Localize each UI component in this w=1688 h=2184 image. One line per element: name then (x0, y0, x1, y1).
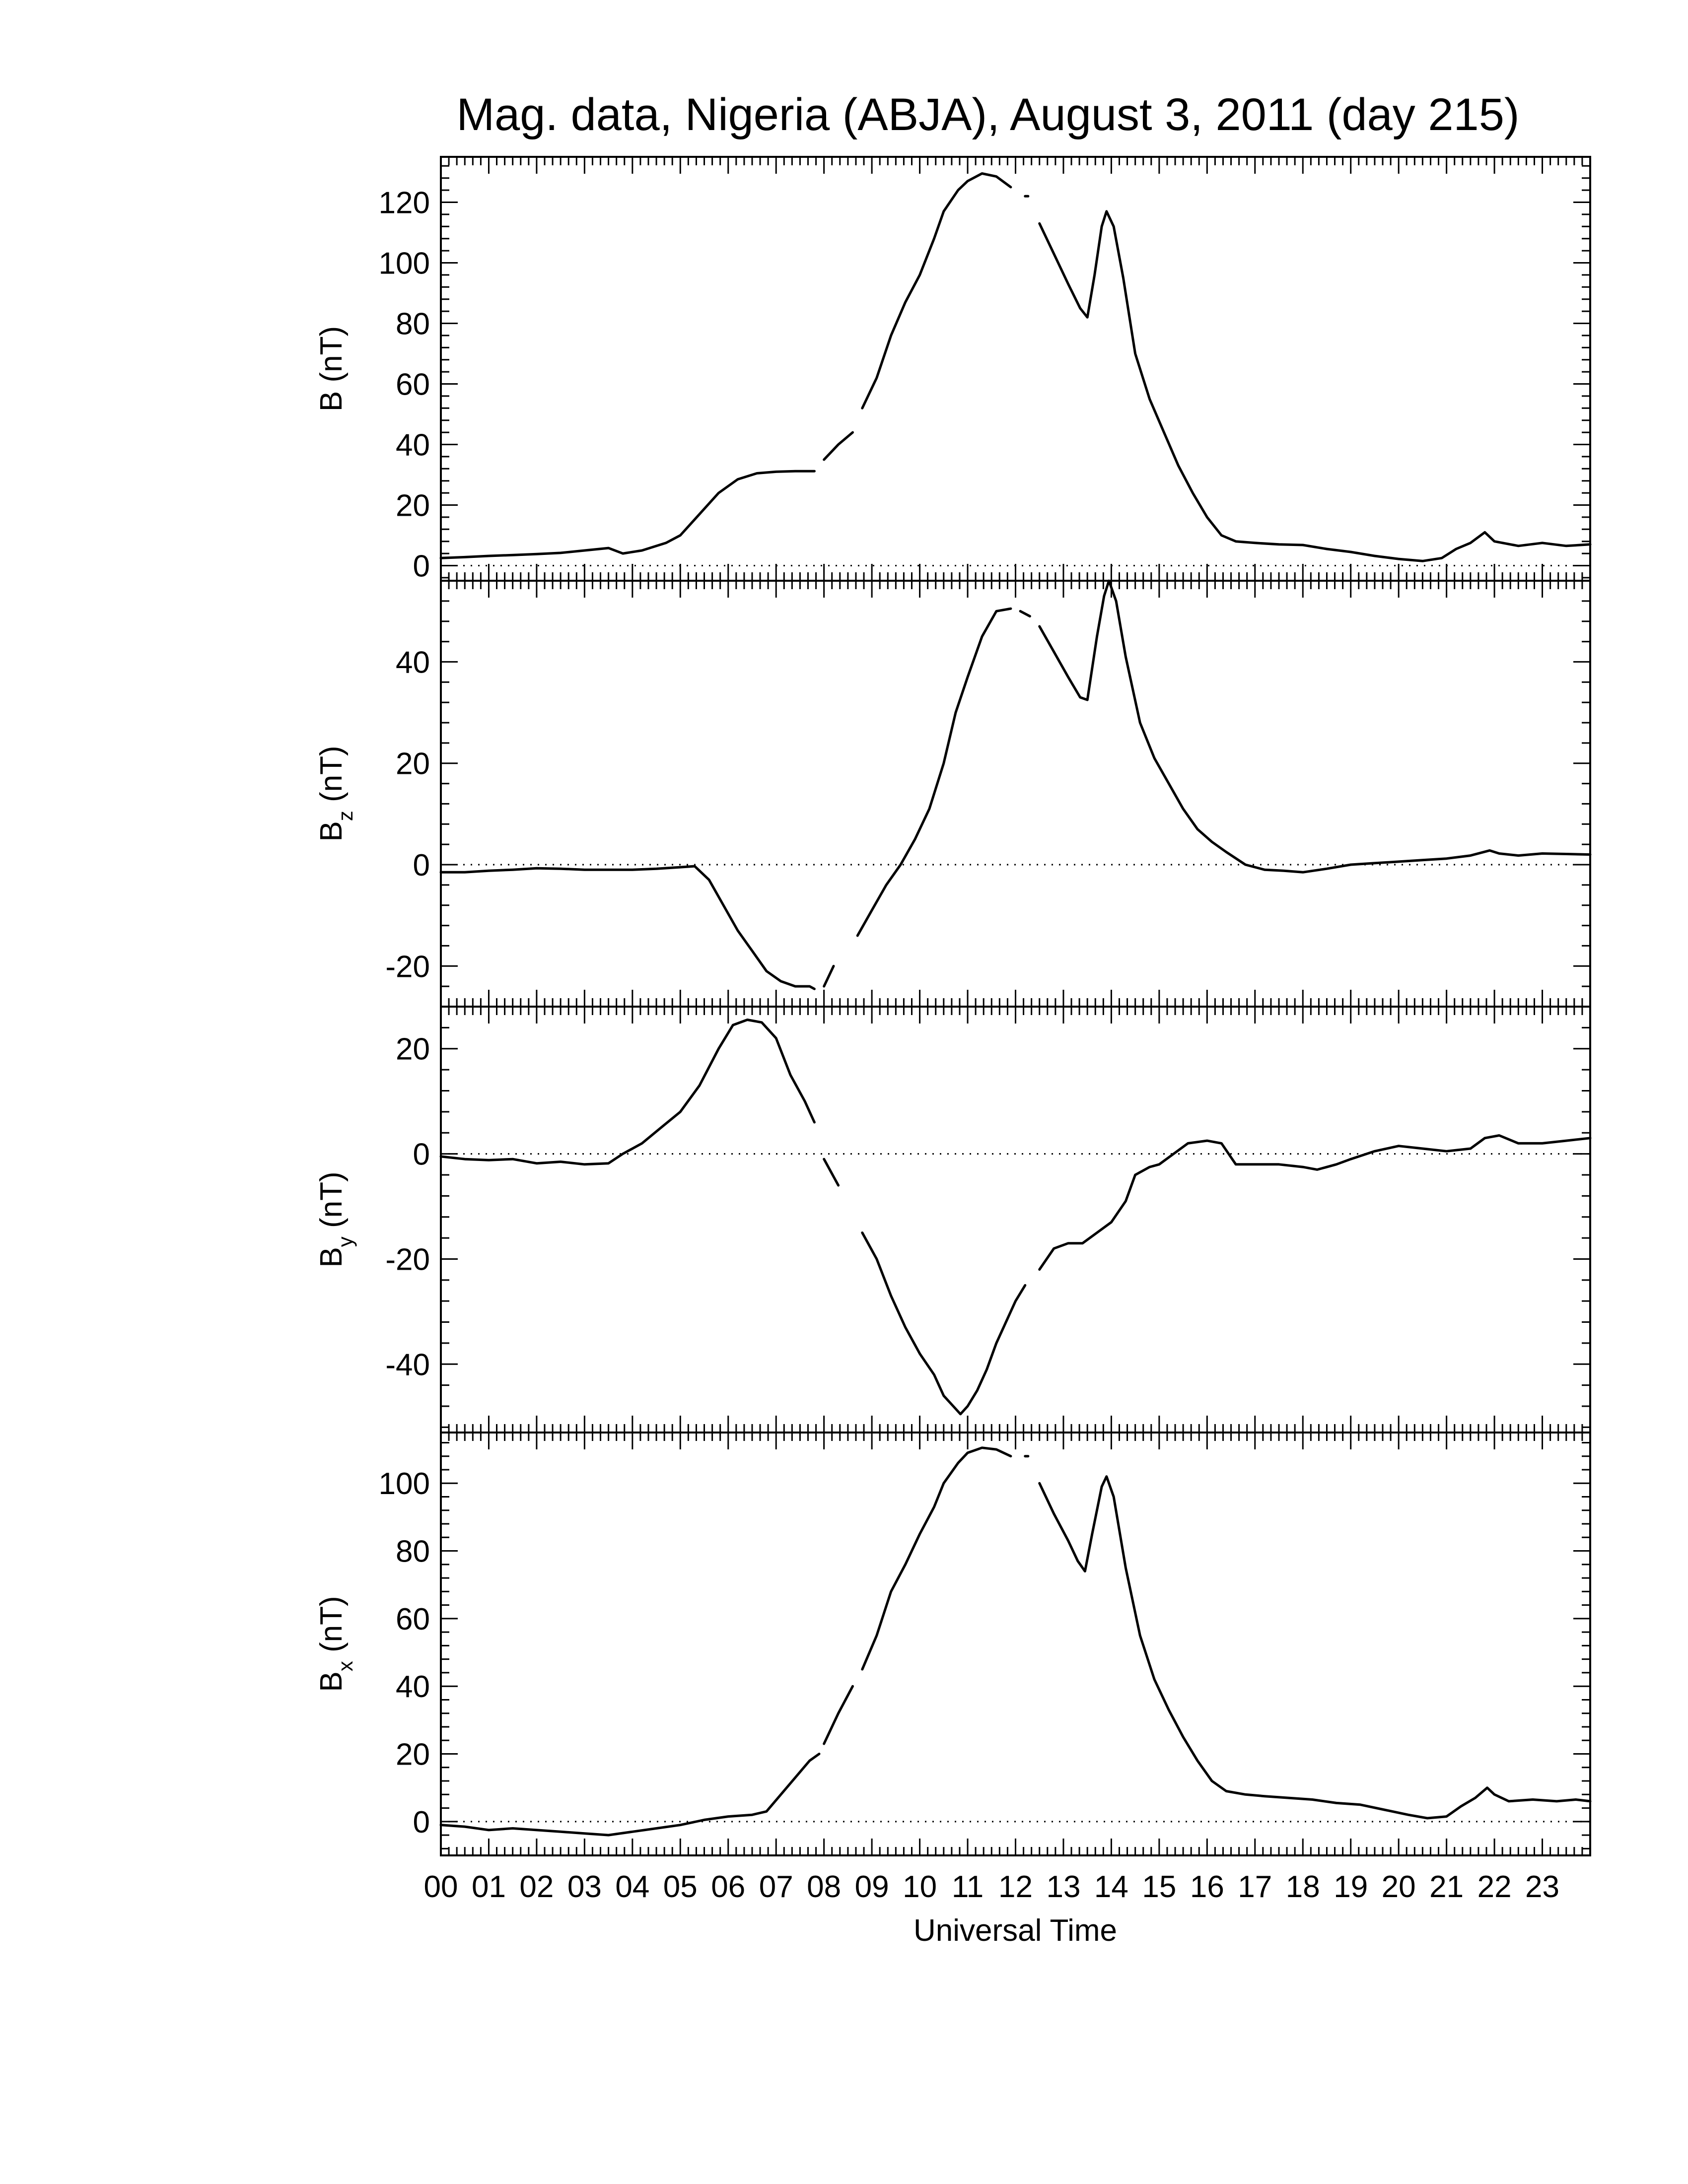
y-axis-label-subscript: x (334, 1661, 357, 1671)
x-tick-labels: 00 01 02 03 04 05 06 07 08 09 10 11 12 13 14 15 16 17 18 19… (424, 1870, 1560, 1904)
y-tick-label: 0 (413, 549, 430, 584)
y-tick-label: 0 (413, 1138, 430, 1172)
x-tick-label: 19 (1334, 1870, 1368, 1904)
y-tick-label: -20 (385, 1242, 430, 1277)
series-line-segment (1038, 1134, 1592, 1271)
series-line-segment (439, 865, 816, 990)
y-axis-label-unit: (nT) (314, 746, 349, 811)
x-tick-label: 06 (711, 1870, 745, 1904)
y-tick-label: 100 (379, 1467, 430, 1501)
y-tick-label: 120 (379, 186, 430, 220)
y-axis-label-unit: (nT) (314, 326, 349, 391)
x-axis-label: Universal Time (914, 1913, 1117, 1948)
y-tick-label: 20 (396, 1738, 430, 1772)
y-tick-label: 20 (396, 747, 430, 781)
y-tick-label: 60 (396, 368, 430, 402)
y-tick-label: 100 (379, 247, 430, 281)
y-axis-label-subscript: y (334, 1236, 357, 1247)
series-line-segment (823, 1685, 854, 1745)
x-tick-label: 01 (472, 1870, 506, 1904)
y-axis-label-main: B (314, 1247, 349, 1267)
y-axis-label-main: B (314, 1671, 349, 1692)
series-line-segment (823, 964, 835, 988)
panel-4: 0 20 40 60 80 100 Bx (nT) (314, 1432, 1592, 1856)
x-tick-label: 13 (1046, 1870, 1080, 1904)
series-line-segment (1038, 1475, 1592, 1820)
x-tick-label: 04 (615, 1870, 649, 1904)
y-tick-label: 40 (396, 645, 430, 680)
y-tick-label: -40 (385, 1348, 430, 1382)
y-tick-label: 0 (413, 848, 430, 883)
y-axis-label-subscript: z (334, 811, 357, 821)
y-tick-label: 20 (396, 1032, 430, 1067)
x-tick-label: 23 (1525, 1870, 1559, 1904)
series-line-segment (439, 470, 816, 559)
series-line-segment (823, 1158, 840, 1187)
series-line-segment (823, 431, 854, 461)
y-axis-label: By (nT) (314, 1171, 357, 1267)
x-tick-label: 22 (1477, 1870, 1512, 1904)
y-axis-label: B (nT) (314, 326, 349, 411)
y-axis-label: Bz (nT) (314, 746, 357, 841)
x-tick-label: 14 (1094, 1870, 1128, 1904)
x-tick-label: 17 (1238, 1870, 1272, 1904)
x-tick-label: 02 (519, 1870, 554, 1904)
y-tick-label: 80 (396, 1535, 430, 1569)
y-tick-label: 60 (396, 1602, 430, 1637)
y-tick-label: 40 (396, 428, 430, 463)
series-line-segment (1019, 610, 1031, 617)
x-tick-label: 21 (1429, 1870, 1464, 1904)
series-line-segment (1038, 579, 1592, 874)
x-tick-label: 08 (807, 1870, 841, 1904)
y-tick-label: 80 (396, 307, 430, 341)
series-line-segment (439, 1019, 816, 1166)
y-axis-label-main: B (314, 391, 349, 411)
series-line-segment (1038, 210, 1592, 562)
y-axis-label-unit: (nT) (314, 1596, 349, 1661)
series-line-segment (861, 1446, 1012, 1671)
y-tick-label: 40 (396, 1670, 430, 1704)
x-tick-label: 10 (903, 1870, 937, 1904)
chart-title: Mag. data, Nigeria (ABJA), August 3, 201… (456, 89, 1519, 140)
x-tick-label: 11 (952, 1870, 984, 1904)
x-tick-label: 18 (1286, 1870, 1320, 1904)
x-tick-label: 00 (424, 1870, 458, 1904)
series-line-segment (861, 172, 1012, 410)
series-line-segment (856, 607, 1012, 937)
panel-3: -40 -20 0 20 By (nT) (314, 1006, 1592, 1433)
y-tick-label: -20 (385, 950, 430, 984)
y-tick-label: 20 (396, 489, 430, 523)
panel-1: 0 20 40 60 80 100 120 B (nT) (314, 156, 1592, 584)
x-tick-label: 07 (759, 1870, 793, 1904)
panel-2: -20 0 20 40 Bz (nT) (314, 579, 1592, 1008)
series-line-segment (439, 1753, 821, 1837)
x-tick-label: 09 (855, 1870, 889, 1904)
y-axis-label-main: B (314, 821, 349, 841)
y-tick-label: 0 (413, 1805, 430, 1840)
x-tick-label: 12 (998, 1870, 1033, 1904)
panel-frame (440, 1432, 1591, 1856)
x-tick-label: 16 (1190, 1870, 1224, 1904)
y-axis-label-unit: (nT) (314, 1171, 349, 1236)
y-axis-label: Bx (nT) (314, 1596, 357, 1692)
x-tick-label: 03 (567, 1870, 602, 1904)
x-tick-label: 05 (663, 1870, 698, 1904)
series-line-segment (861, 1231, 1027, 1416)
x-tick-label: 15 (1142, 1870, 1176, 1904)
x-tick-label: 20 (1382, 1870, 1416, 1904)
